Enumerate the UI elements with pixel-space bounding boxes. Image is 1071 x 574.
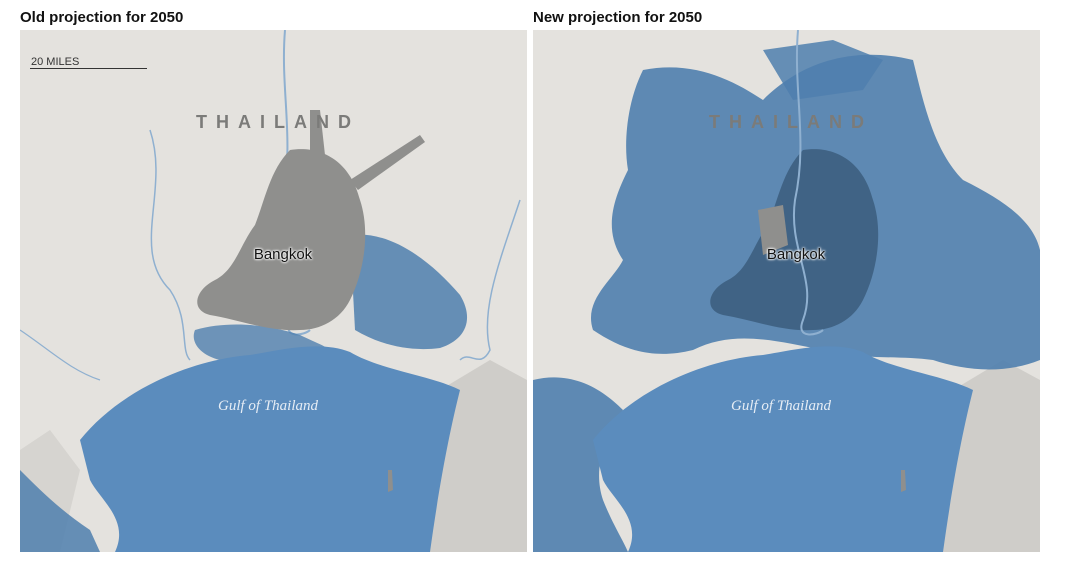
water-label-gulf: Gulf of Thailand — [730, 398, 831, 414]
panel-title-old: Old projection for 2050 — [20, 9, 184, 26]
country-label: THAILAND — [709, 112, 873, 132]
urban-remnant — [758, 205, 788, 255]
urban-bangkok — [197, 149, 366, 331]
river-chao-phraya — [792, 30, 824, 336]
urban-spur-ne — [350, 135, 425, 190]
map-old-projection: 20 MILES THAILAND Bangkok Gulf of Thaila… — [20, 30, 527, 552]
map-new-projection: THAILAND Bangkok Gulf of Thailand — [533, 30, 1040, 552]
flood-area-northeast — [763, 40, 883, 100]
island — [901, 470, 906, 492]
panel-title-new: New projection for 2050 — [533, 9, 703, 26]
urban-bangkok-flooded — [710, 149, 879, 331]
flood-area-east — [350, 234, 468, 350]
map-old-svg — [20, 30, 527, 552]
city-label-bangkok: Bangkok — [766, 246, 826, 263]
gulf-of-thailand — [80, 346, 460, 552]
river-east — [459, 199, 521, 361]
flood-area-southwest — [20, 470, 100, 552]
urban-spur-north — [310, 110, 325, 155]
river-west — [149, 129, 191, 361]
scale-label: 20 MILES — [31, 56, 80, 68]
water-label-gulf: Gulf of Thailand — [217, 398, 318, 414]
map-new-svg — [533, 30, 1040, 552]
city-label-bangkok: Bangkok — [253, 246, 313, 263]
scale-bar — [30, 68, 147, 69]
island — [388, 470, 393, 492]
country-label: THAILAND — [196, 112, 360, 132]
gulf-of-thailand — [593, 346, 973, 552]
river-far-west — [20, 329, 101, 381]
flood-area-west-coast — [533, 377, 628, 552]
